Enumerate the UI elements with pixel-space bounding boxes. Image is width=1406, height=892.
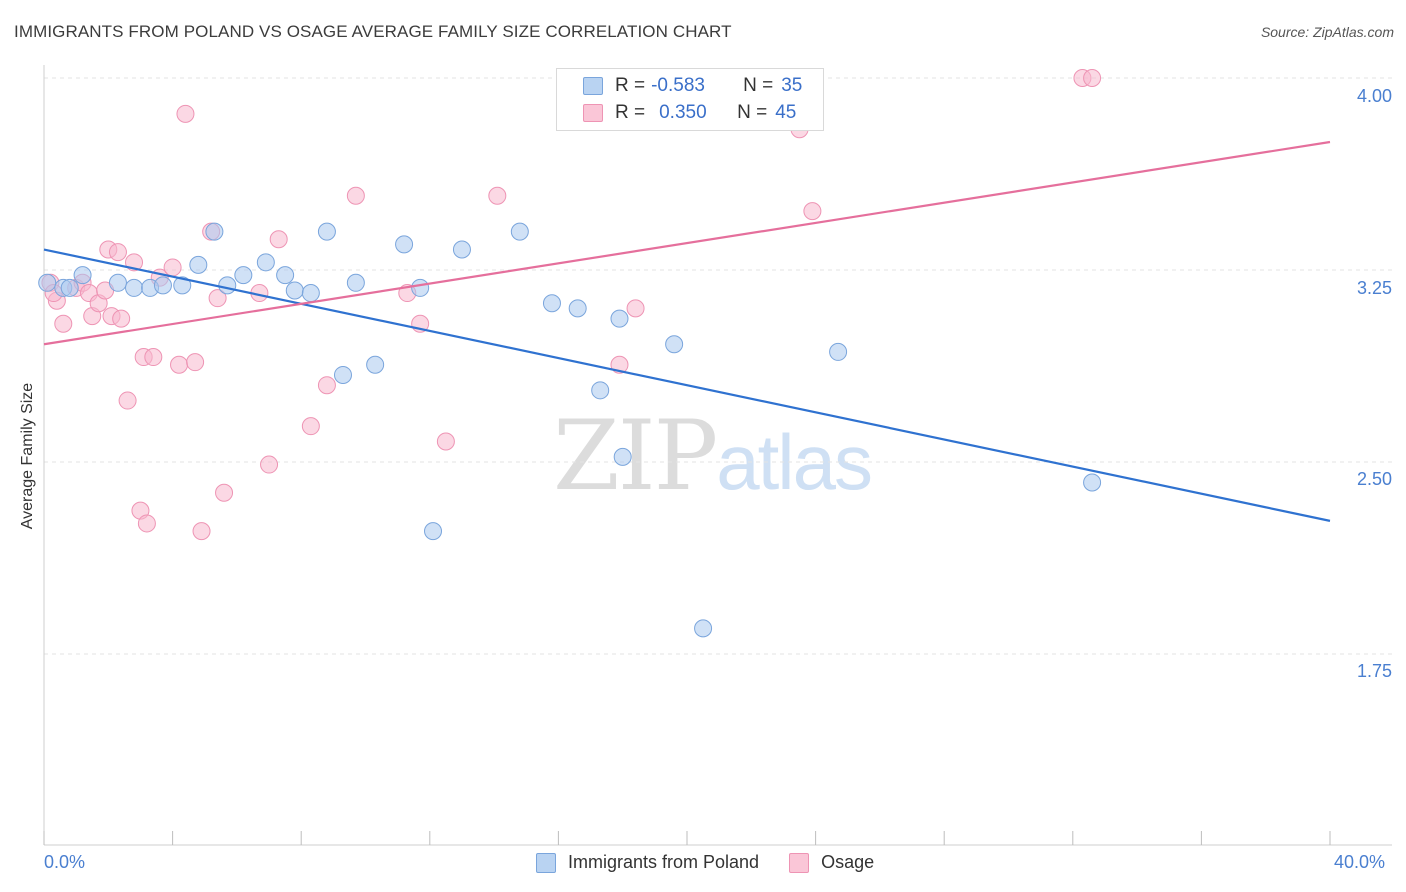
point-osage	[269, 230, 288, 249]
point-poland	[256, 253, 275, 272]
point-poland	[694, 619, 713, 638]
point-poland	[189, 255, 208, 274]
point-osage	[208, 289, 227, 308]
legend-row-poland: R = -0.583 N = 35	[583, 73, 802, 99]
chart-title: IMMIGRANTS FROM POLAND VS OSAGE AVERAGE …	[14, 22, 732, 41]
point-poland	[205, 222, 224, 241]
legend-swatch-osage	[583, 104, 603, 122]
x-tick-label-max: 40.0%	[1334, 852, 1386, 872]
legend-label-osage: Osage	[821, 852, 875, 872]
point-poland	[346, 273, 365, 292]
point-poland	[153, 276, 172, 295]
legend-swatch-osage	[789, 852, 810, 873]
point-osage	[112, 309, 131, 328]
source-label: Source: ZipAtlas.com	[1260, 24, 1394, 40]
point-osage	[192, 522, 211, 541]
point-poland	[424, 522, 443, 541]
legend-n-label: N =	[737, 102, 768, 123]
legend-n-value-osage: 45	[775, 102, 797, 123]
point-poland	[610, 309, 629, 328]
point-poland	[411, 278, 430, 297]
point-poland	[108, 273, 127, 292]
point-poland	[568, 299, 587, 318]
point-osage	[317, 376, 336, 395]
point-poland	[613, 447, 632, 466]
point-poland	[665, 335, 684, 354]
point-poland	[285, 281, 304, 300]
y-tick-label-1.75: 1.75	[1356, 661, 1392, 681]
point-osage	[346, 186, 365, 205]
point-poland	[510, 222, 529, 241]
legend-item-poland[interactable]: Immigrants from Poland	[536, 852, 759, 873]
point-poland	[395, 235, 414, 254]
legend-item-osage[interactable]: Osage	[789, 852, 874, 873]
y-tick-label-4.00: 4.00	[1356, 86, 1392, 106]
point-osage	[803, 202, 822, 221]
point-poland	[333, 365, 352, 384]
point-osage	[137, 514, 156, 533]
point-osage	[170, 355, 189, 374]
legend-row-osage: R = 0.350 N = 45	[583, 100, 796, 126]
point-osage	[1083, 69, 1102, 87]
point-poland	[38, 273, 57, 292]
point-osage	[626, 299, 645, 318]
y-tick-label-3.25: 3.25	[1356, 278, 1392, 298]
series-legend: Immigrants from Poland Osage	[536, 852, 904, 873]
legend-swatch-poland	[583, 77, 603, 95]
point-osage	[163, 258, 182, 277]
point-poland	[173, 276, 192, 295]
legend-label-poland: Immigrants from Poland	[568, 852, 760, 872]
point-poland	[301, 284, 320, 303]
legend-n-value-poland: 35	[781, 75, 803, 96]
point-osage	[301, 417, 320, 436]
point-osage	[436, 432, 455, 451]
point-osage	[260, 455, 279, 474]
legend-r-label: R =	[615, 75, 646, 96]
y-axis-label: Average Family Size	[19, 382, 36, 530]
point-osage	[54, 314, 73, 333]
point-osage	[488, 186, 507, 205]
x-tick-label-min: 0.0%	[44, 852, 86, 872]
point-poland	[1083, 473, 1102, 492]
y-tick-label-2.50: 2.50	[1356, 469, 1392, 489]
watermark-zip: ZIP	[553, 400, 718, 512]
point-poland	[73, 266, 92, 285]
trendline-poland	[43, 248, 1331, 522]
point-poland	[218, 276, 237, 295]
point-osage	[108, 243, 127, 262]
point-osage	[118, 391, 137, 410]
point-osage	[176, 104, 195, 123]
point-osage	[144, 348, 163, 367]
point-poland	[829, 342, 848, 361]
point-poland	[234, 266, 253, 285]
legend-r-value-poland: -0.583	[651, 75, 705, 96]
point-poland	[276, 266, 295, 285]
point-poland	[125, 278, 144, 297]
point-osage	[186, 353, 205, 372]
legend-r-label: R =	[615, 102, 646, 123]
trendline-osage	[43, 140, 1331, 346]
point-poland	[542, 294, 561, 313]
legend-r-value-osage: 0.350	[659, 102, 707, 123]
point-poland	[591, 381, 610, 400]
legend-n-label: N =	[743, 75, 774, 96]
point-poland	[366, 355, 385, 374]
legend-swatch-poland	[536, 852, 556, 873]
point-poland	[452, 240, 471, 259]
point-poland	[60, 278, 79, 297]
correlation-legend: R = -0.583 N = 35 R = 0.350 N = 45	[556, 68, 824, 131]
point-poland	[317, 222, 336, 241]
point-osage	[215, 483, 234, 502]
